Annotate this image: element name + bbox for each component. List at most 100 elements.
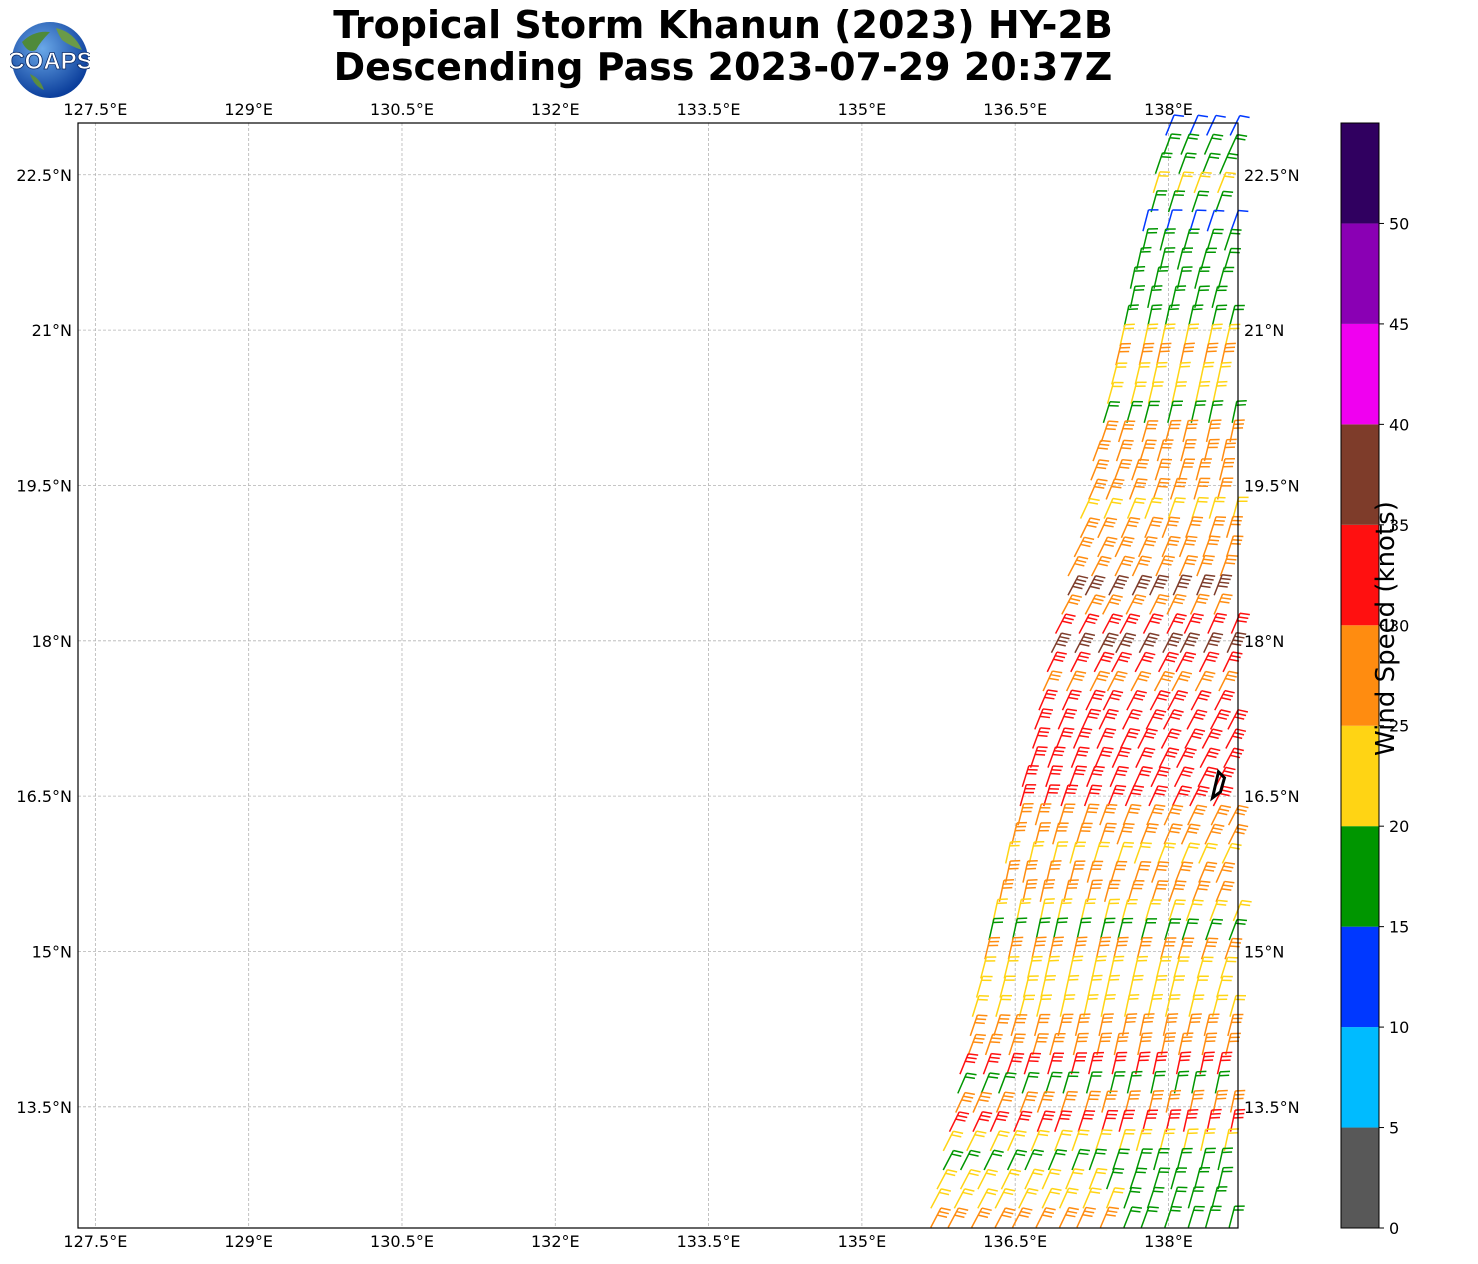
wind-barb	[1096, 1032, 1112, 1056]
wind-barb	[1188, 994, 1205, 1017]
wind-barb	[1074, 632, 1096, 654]
wind-barb	[1084, 575, 1106, 596]
wind-barb	[1080, 898, 1097, 922]
colorbar-frame	[1340, 122, 1380, 1229]
wind-barb	[1006, 1052, 1025, 1075]
lat-tick-label-left: 22.5°N	[16, 166, 72, 185]
wind-barb	[1139, 1013, 1155, 1037]
wind-barb	[1116, 822, 1135, 845]
wind-barb	[1225, 728, 1247, 749]
wind-barb	[1232, 496, 1249, 519]
wind-barb	[1085, 689, 1106, 711]
wind-barb	[1180, 842, 1200, 864]
wind-barb	[1178, 152, 1197, 175]
colorbar-bin	[1341, 725, 1379, 827]
wind-barb	[930, 1188, 952, 1209]
wind-barb	[988, 917, 1004, 941]
wind-barb	[1194, 285, 1210, 309]
wind-barb	[1160, 728, 1182, 749]
wind-barb	[1216, 361, 1232, 385]
wind-barb	[1217, 1166, 1234, 1190]
wind-barb	[1160, 1032, 1176, 1056]
lat-tick-label-left: 19.5°N	[16, 476, 72, 495]
wind-barb	[1150, 880, 1169, 903]
wind-barb	[1079, 517, 1101, 539]
wind-barb	[1086, 765, 1105, 788]
wind-barb	[1027, 955, 1043, 979]
wind-barb	[1219, 554, 1238, 577]
wind-barb	[1094, 1129, 1113, 1152]
wind-barb	[1232, 899, 1252, 922]
wind-barb	[1214, 689, 1235, 711]
wind-barb	[1164, 419, 1182, 443]
wind-barb	[1138, 342, 1155, 366]
wind-barb	[1090, 555, 1112, 577]
wind-barb	[1071, 1148, 1090, 1171]
wind-barb	[999, 975, 1016, 998]
wind-barb	[1138, 632, 1160, 654]
wind-barb	[1111, 362, 1128, 385]
wind-barb	[1107, 784, 1127, 807]
wind-barb	[1206, 228, 1224, 251]
wind-barb	[1227, 709, 1249, 730]
wind-barb	[1164, 918, 1182, 941]
wind-barb	[1170, 285, 1187, 309]
wind-barb	[1159, 247, 1176, 270]
wind-barb	[1024, 1149, 1044, 1171]
wind-barb	[1149, 593, 1170, 615]
wind-barb	[1156, 342, 1172, 366]
wind-barb	[1198, 361, 1215, 385]
wind-barb	[1053, 1129, 1073, 1152]
wind-barb	[1103, 898, 1120, 922]
wind-barb	[1211, 304, 1228, 328]
wind-barb	[1113, 458, 1133, 481]
wind-barb	[1115, 342, 1132, 366]
wind-barb	[1052, 822, 1069, 845]
wind-barb	[1214, 190, 1234, 213]
wind-barb	[948, 1111, 970, 1133]
wind-barb	[1129, 1167, 1148, 1190]
wind-barb	[1221, 438, 1237, 462]
wind-barb	[1035, 917, 1051, 941]
wind-barb	[1056, 898, 1073, 922]
wind-barb	[1228, 1205, 1245, 1228]
colorbar-tick-label: 0	[1389, 1219, 1399, 1238]
wind-barb	[975, 975, 993, 998]
wind-barb	[1209, 709, 1231, 730]
wind-barb	[1223, 228, 1242, 251]
wind-barb	[1113, 1032, 1130, 1056]
wind-barb	[1075, 822, 1093, 845]
colorbar-tick-label: 15	[1389, 918, 1409, 937]
wind-barb	[1048, 936, 1064, 960]
wind-barb	[1059, 994, 1076, 1017]
wind-barb	[1167, 190, 1186, 213]
wind-barb	[1141, 1109, 1159, 1132]
wind-barb	[1140, 918, 1158, 941]
wind-barb	[1230, 209, 1249, 232]
wind-barb	[957, 1072, 977, 1094]
wind-barb	[1144, 899, 1162, 922]
wind-barb	[966, 1130, 987, 1152]
wind-barb	[1211, 1186, 1228, 1209]
wind-barb	[1061, 689, 1082, 711]
wind-barb	[1171, 785, 1192, 807]
wind-barb	[1121, 898, 1138, 922]
wind-barb	[984, 936, 1001, 960]
wind-barb	[1004, 840, 1021, 864]
wind-barb	[1105, 478, 1125, 500]
colorbar-bin	[1341, 123, 1379, 224]
logo-text: COAPS	[10, 48, 90, 75]
coaps-logo: COAPS	[7, 20, 93, 100]
wind-barb	[994, 1207, 1016, 1228]
wind-barb	[1187, 1186, 1205, 1209]
lon-tick-label-top: 130.5°E	[370, 100, 434, 119]
wind-barb	[1117, 420, 1136, 443]
wind-barb	[1126, 497, 1146, 519]
wind-barb	[1153, 670, 1175, 692]
wind-barb	[1019, 784, 1037, 807]
wind-barb	[1163, 804, 1184, 826]
wind-barb	[1058, 1206, 1079, 1228]
lon-tick-label-bottom: 129°E	[224, 1232, 273, 1251]
wind-barb	[1151, 975, 1168, 998]
